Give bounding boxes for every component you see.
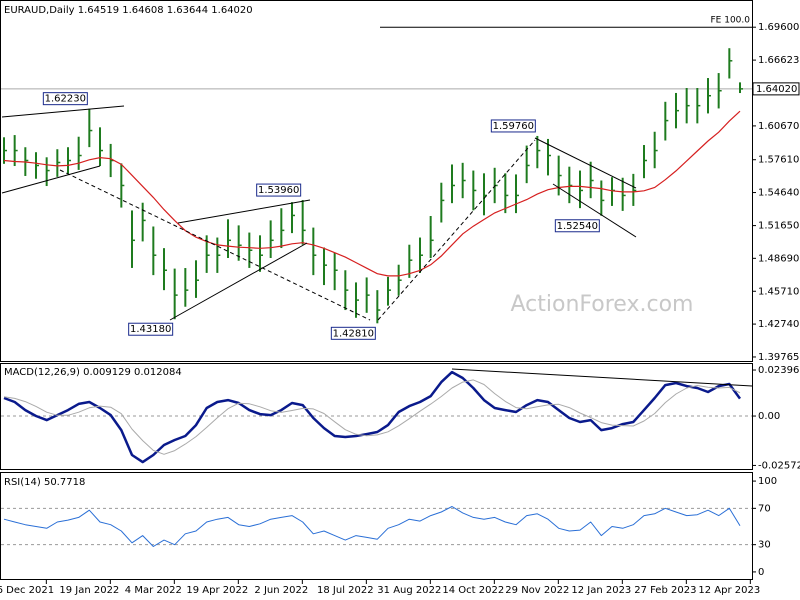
x-tick-label: 14 Oct 2022 xyxy=(442,585,504,596)
y-tick-label: 0 xyxy=(758,567,764,578)
y-tick-label: 0.00 xyxy=(758,411,780,422)
indicator-line xyxy=(3,370,742,464)
y-tick-label: 0.023963 xyxy=(758,365,800,376)
trend-line xyxy=(377,139,536,321)
annotation-label: 1.62230 xyxy=(45,94,86,105)
moving-average xyxy=(3,110,741,277)
y-tick-label: 30 xyxy=(758,540,771,551)
trend-line xyxy=(1,165,101,194)
x-tick-label: 19 Jan 2022 xyxy=(59,585,119,596)
annotation-label: 1.59760 xyxy=(493,121,534,132)
x-tick-label: 12 Apr 2023 xyxy=(698,585,760,596)
annotation-box xyxy=(490,119,536,133)
annotation-label: 1.43180 xyxy=(130,324,171,335)
watermark: ActionForex.com xyxy=(511,292,694,317)
trend-line xyxy=(59,169,371,321)
y-tick-label: 1.48690 xyxy=(758,253,799,264)
x-tick-label: 4 Mar 2022 xyxy=(125,585,182,596)
fe-label: FE 100.0 xyxy=(711,16,751,26)
y-tick-label: 100 xyxy=(758,476,777,487)
price-panel xyxy=(0,0,753,362)
x-tick-label: 19 Apr 2022 xyxy=(186,585,248,596)
y-tick-label: -0.025726 xyxy=(758,460,800,471)
y-tick-label: 1.66623 xyxy=(758,55,799,66)
trend-line xyxy=(169,242,308,321)
x-tick-label: 27 Feb 2023 xyxy=(634,585,696,596)
annotation-label: 1.42810 xyxy=(333,328,374,339)
y-tick-label: 1.69600 xyxy=(758,22,799,33)
last-price-label: 1.64020 xyxy=(756,84,797,95)
x-tick-label: 2 Jun 2022 xyxy=(254,585,308,596)
x-tick-label: 29 Nov 2022 xyxy=(505,585,569,596)
indicator-line xyxy=(3,379,741,455)
annotation-box xyxy=(330,326,376,340)
y-tick-label: 1.57610 xyxy=(758,155,799,166)
rsi-title: RSI(14) 50.7718 xyxy=(4,477,85,488)
x-tick-label: 6 Dec 2021 xyxy=(0,585,54,596)
annotation-box xyxy=(42,92,88,106)
annotation-box xyxy=(256,183,302,197)
trend-line xyxy=(1,105,125,118)
annotation-label: 1.52540 xyxy=(557,221,598,232)
indicator-line xyxy=(3,506,741,547)
trend-lines xyxy=(1,105,753,387)
trend-line xyxy=(552,183,637,238)
price-title: EURAUD,Daily 1.64519 1.64608 1.63644 1.6… xyxy=(4,5,253,16)
trend-line xyxy=(177,199,311,224)
annotation-box xyxy=(554,219,600,233)
y-tick-label: 1.54640 xyxy=(758,188,799,199)
layers: 1.69600 1.66623 1.60670 1.57610 1.54640 1.516… xyxy=(0,16,800,596)
y-tick-label: 70 xyxy=(758,503,771,514)
macd-title: MACD(12,26,9) 0.009129 0.012084 xyxy=(4,367,182,378)
y-tick-label: 1.60670 xyxy=(758,121,799,132)
annotation-box xyxy=(128,322,174,336)
y-tick-label: 1.39765 xyxy=(758,352,799,363)
annotation-label: 1.53960 xyxy=(258,185,299,196)
trend-line xyxy=(451,368,753,387)
macd-panel xyxy=(0,363,753,470)
rsi-panel xyxy=(0,472,753,580)
y-tick-label: 1.42740 xyxy=(758,319,799,330)
trend-line xyxy=(534,137,637,189)
x-tick-label: 12 Jan 2023 xyxy=(571,585,631,596)
y-tick-label: 1.51650 xyxy=(758,221,799,232)
x-tick-label: 18 Jul 2022 xyxy=(317,585,374,596)
x-tick-label: 31 Aug 2022 xyxy=(377,585,441,596)
y-tick-label: 1.45710 xyxy=(758,286,799,297)
